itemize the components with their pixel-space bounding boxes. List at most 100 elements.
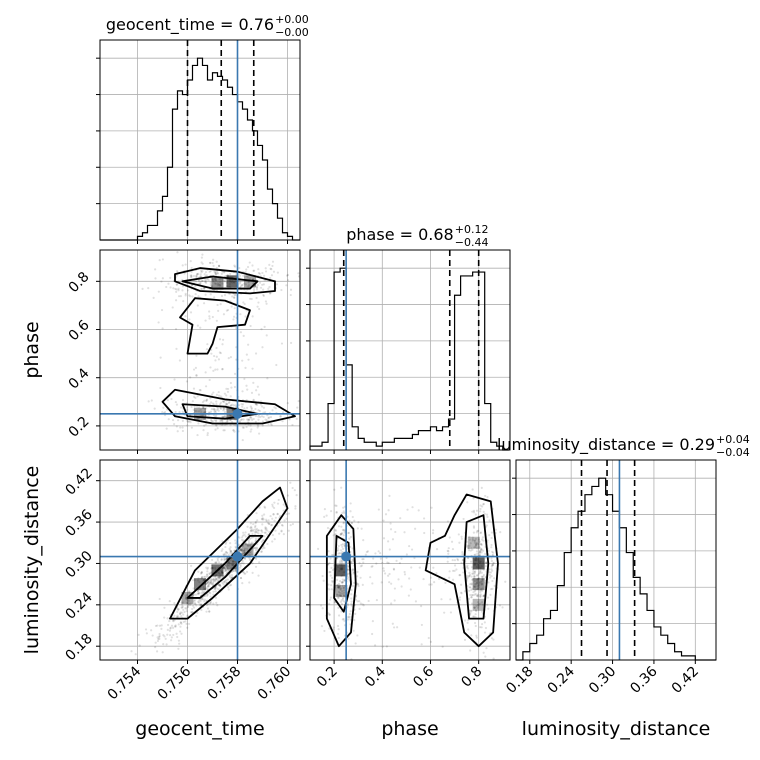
sample-point [474,583,477,586]
sample-point [479,593,483,596]
sample-point [217,561,221,564]
sample-point [214,561,218,564]
sample-point [209,579,212,582]
sample-point [213,587,217,591]
sample-point [258,506,261,509]
sample-point [480,589,483,592]
sample-point [265,302,268,305]
sample-point [198,599,201,602]
sample-point [200,279,204,282]
sample-point [229,559,232,562]
sample-point [217,576,220,579]
sample-point [262,283,265,286]
sample-point [263,535,266,538]
sample-point [388,548,391,551]
sample-point [471,572,474,575]
sample-point [213,408,216,411]
sample-point [468,573,472,576]
sample-point [432,566,435,569]
sample-point [173,378,176,381]
sample-point [205,581,208,584]
sample-point [479,551,482,554]
sample-point [225,568,228,572]
sample-point [248,418,251,421]
sample-point [215,273,218,276]
sample-point [141,287,144,290]
sample-point [382,537,386,540]
density-cell [211,277,224,290]
sample-point [254,549,258,552]
sample-point [201,589,204,592]
sample-point [474,543,477,547]
sample-point [403,573,407,576]
sample-point [226,586,230,589]
sample-point [185,610,188,613]
sample-point [174,287,177,291]
sample-point [181,606,184,609]
sample-point [473,553,476,557]
sample-point [197,295,200,298]
sample-point [288,418,291,421]
sample-point [480,551,483,554]
sample-point [221,419,224,422]
sample-point [214,409,217,412]
sample-point [205,566,208,569]
sample-point [485,647,488,650]
sample-point [215,561,218,564]
sample-point [212,391,215,394]
sample-point [222,400,226,403]
sample-point [247,533,250,536]
sample-point [219,351,222,355]
sample-point [202,302,206,305]
sample-point [207,580,210,583]
sample-point [356,575,359,578]
sample-point [375,562,378,565]
sample-point [339,580,342,583]
sample-point [356,527,359,530]
sample-point [323,629,326,633]
sample-point [446,549,449,552]
sample-point [178,359,181,362]
sample-point [255,529,258,532]
sample-point [303,275,305,277]
sample-point [361,603,364,606]
sample-point [482,539,485,542]
sample-point [192,368,196,371]
sample-point [218,576,221,579]
axes-frame [99,249,301,451]
sample-point [474,592,477,595]
sample-point [209,410,213,413]
sample-point [289,481,292,484]
sample-point [451,547,455,551]
sample-point [226,308,230,312]
sample-point [480,626,483,629]
sample-point [479,602,482,605]
sample-point [196,417,199,420]
sample-point [158,624,162,627]
sample-point [326,526,330,530]
sample-point [472,497,475,500]
sample-point [337,525,341,528]
axes-frame [99,39,301,241]
sample-point [465,566,469,569]
sample-point [226,551,229,555]
sample-point [172,287,175,290]
sample-point [466,567,470,570]
sample-point [253,526,257,529]
sample-point [202,406,205,410]
sample-point [206,573,209,576]
sample-point [272,513,275,516]
sample-point [218,403,222,406]
sample-point [488,519,491,522]
sample-point [175,290,178,293]
sample-point [494,528,497,531]
sample-point [251,264,254,267]
sample-point [216,559,219,562]
sample-point [420,643,423,646]
sample-point [246,406,249,409]
sample-point [467,547,471,550]
sample-point [175,403,179,406]
sample-point [223,581,226,584]
sample-point [364,553,367,556]
sample-point [339,533,343,536]
